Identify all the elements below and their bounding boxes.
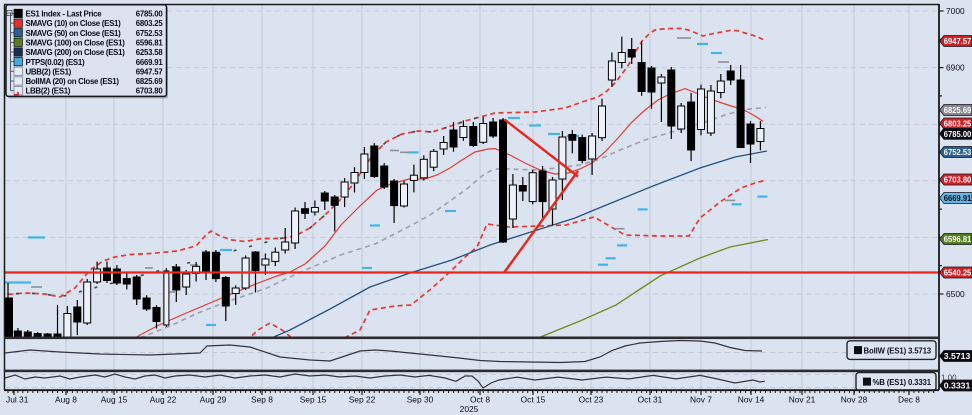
svg-text:Aug 29: Aug 29 (200, 394, 227, 404)
svg-text:SMAVG (50) on Close (ES1): SMAVG (50) on Close (ES1) (26, 29, 122, 38)
svg-text:6703.80: 6703.80 (136, 87, 164, 96)
svg-text:%B (ES1) 0.3331: %B (ES1) 0.3331 (873, 378, 932, 387)
svg-text:Sep 15: Sep 15 (300, 394, 327, 404)
svg-text:6669.91: 6669.91 (944, 194, 972, 203)
svg-text:6785.00: 6785.00 (136, 10, 164, 19)
svg-text:3.5713: 3.5713 (944, 352, 971, 361)
svg-text:ES1 Index - Last Price: ES1 Index - Last Price (26, 10, 103, 19)
svg-text:6803.25: 6803.25 (136, 19, 164, 28)
svg-text:6900: 6900 (946, 63, 965, 73)
svg-text:Aug 15: Aug 15 (101, 394, 128, 404)
svg-text:6947.57: 6947.57 (136, 67, 163, 76)
svg-text:SMAVG (100) on Close (ES1): SMAVG (100) on Close (ES1) (26, 39, 126, 48)
svg-text:Sep 22: Sep 22 (349, 394, 376, 404)
svg-text:6596.81: 6596.81 (944, 235, 972, 244)
svg-text:Dec 8: Dec 8 (898, 394, 920, 404)
svg-text:SMAVG (200) on Close (ES1): SMAVG (200) on Close (ES1) (26, 48, 126, 57)
svg-text:6540.25: 6540.25 (944, 269, 972, 278)
svg-text:6785.00: 6785.00 (944, 130, 972, 139)
svg-text:6596.81: 6596.81 (136, 39, 164, 48)
svg-text:Oct 23: Oct 23 (579, 394, 604, 404)
svg-text:6253.58: 6253.58 (136, 48, 164, 57)
svg-text:Oct 8: Oct 8 (470, 394, 490, 404)
svg-text:6825.69: 6825.69 (136, 77, 164, 86)
svg-text:6500: 6500 (946, 289, 965, 299)
svg-text:6947.57: 6947.57 (944, 37, 972, 46)
svg-text:6752.53: 6752.53 (136, 29, 164, 38)
svg-text:SMAVG (10) on Close (ES1): SMAVG (10) on Close (ES1) (26, 19, 122, 28)
svg-text:Nov 28: Nov 28 (841, 394, 868, 404)
svg-text:Nov 21: Nov 21 (789, 394, 816, 404)
svg-text:Oct 31: Oct 31 (638, 394, 663, 404)
svg-text:PTPS(0.02) (ES1): PTPS(0.02) (ES1) (26, 58, 85, 67)
svg-text:Aug 8: Aug 8 (55, 394, 77, 404)
svg-text:LBB(2) (ES1): LBB(2) (ES1) (26, 87, 71, 96)
svg-text:Sep 8: Sep 8 (251, 394, 273, 404)
svg-text:6803.25: 6803.25 (944, 120, 972, 129)
svg-text:6669.91: 6669.91 (136, 58, 164, 67)
svg-text:6825.69: 6825.69 (944, 106, 972, 115)
svg-text:Aug 22: Aug 22 (150, 394, 177, 404)
svg-text:1.00: 1.00 (941, 374, 957, 383)
svg-text:BollW (ES1) 3.5713: BollW (ES1) 3.5713 (864, 346, 932, 355)
svg-text:6752.53: 6752.53 (944, 148, 972, 157)
svg-text:Sep 30: Sep 30 (407, 394, 434, 404)
svg-text:2025: 2025 (460, 404, 479, 414)
svg-text:Oct 15: Oct 15 (521, 394, 546, 404)
svg-text:Nov 7: Nov 7 (690, 394, 712, 404)
svg-text:7000: 7000 (946, 6, 965, 16)
svg-text:BollMA (20) on Close (ES1): BollMA (20) on Close (ES1) (26, 77, 120, 86)
svg-text:0.3331: 0.3331 (944, 382, 971, 391)
svg-text:6703.80: 6703.80 (944, 176, 972, 185)
svg-text:UBB(2) (ES1): UBB(2) (ES1) (26, 67, 72, 76)
svg-text:Nov 14: Nov 14 (738, 394, 765, 404)
svg-text:Jul 31: Jul 31 (6, 394, 29, 404)
